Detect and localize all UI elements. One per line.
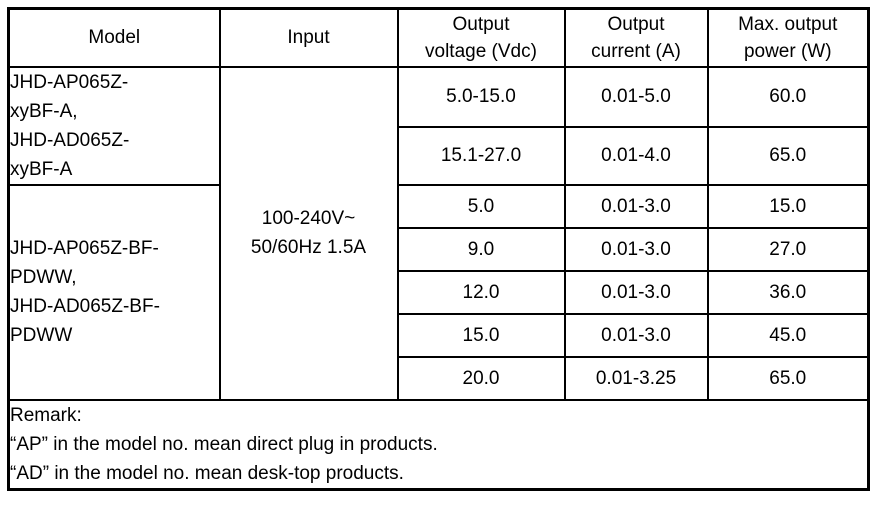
output-current-cell: 0.01-5.0 bbox=[563, 65, 709, 128]
max-power-cell: 60.0 bbox=[706, 65, 870, 128]
output-voltage-cell: 15.1-27.0 bbox=[396, 125, 566, 186]
max-power-cell: 65.0 bbox=[706, 125, 870, 186]
table-row: JHD-AP065Z-BF- PDWW, JHD-AD065Z-BF- PDWW… bbox=[7, 183, 870, 401]
remark-cell: Remark: “AP” in the model no. mean direc… bbox=[7, 398, 870, 490]
remark-line-ap: “AP” in the model no. mean direct plug i… bbox=[10, 433, 438, 455]
output-current-cell: 0.01-3.0 bbox=[563, 312, 709, 358]
output-voltage-cell: 12.0 bbox=[396, 269, 566, 315]
col-header-model: Model bbox=[7, 7, 221, 68]
output-current-cell: 0.01-3.25 bbox=[563, 355, 709, 401]
col-header-output-voltage: Output voltage (Vdc) bbox=[396, 7, 566, 68]
max-power-cell: 36.0 bbox=[706, 269, 870, 315]
max-power-cell: 45.0 bbox=[706, 312, 870, 358]
output-current-cell: 0.01-3.0 bbox=[563, 269, 709, 315]
max-power-cell: 15.0 bbox=[706, 183, 870, 229]
table-row: JHD-AP065Z- xyBF-A, JHD-AD065Z- xyBF-A 1… bbox=[7, 65, 870, 401]
table-row: 15.1-27.0 0.01-4.0 65.0 bbox=[9, 125, 870, 186]
table-row: 20.0 0.01-3.25 65.0 bbox=[9, 355, 870, 401]
remark-title: Remark: bbox=[10, 404, 82, 426]
max-power-cell: 27.0 bbox=[706, 226, 870, 272]
table-row: 9.0 0.01-3.0 27.0 bbox=[9, 226, 870, 272]
max-power-cell: 65.0 bbox=[706, 355, 870, 401]
output-current-cell: 0.01-3.0 bbox=[563, 183, 709, 229]
output-voltage-cell: 9.0 bbox=[396, 226, 566, 272]
output-current-cell: 0.01-4.0 bbox=[563, 125, 709, 186]
output-current-cell: 0.01-3.0 bbox=[563, 226, 709, 272]
output-voltage-cell: 5.0-15.0 bbox=[396, 65, 566, 128]
remark-row: Remark: “AP” in the model no. mean direc… bbox=[7, 398, 870, 490]
input-value-cell: 100-240V~ 50/60Hz 1.5A bbox=[218, 65, 399, 401]
power-spec-table: Model Input Output voltage (Vdc) Output … bbox=[7, 7, 870, 491]
model-group-2-cell: JHD-AP065Z-BF- PDWW, JHD-AD065Z-BF- PDWW bbox=[7, 183, 221, 401]
table-row: 15.0 0.01-3.0 45.0 bbox=[9, 312, 870, 358]
col-header-max-output-power: Max. output power (W) bbox=[706, 7, 870, 68]
output-voltage-cell: 15.0 bbox=[396, 312, 566, 358]
output-voltage-cell: 20.0 bbox=[396, 355, 566, 401]
table-row: 12.0 0.01-3.0 36.0 bbox=[9, 269, 870, 315]
remark-line-ad: “AD” in the model no. mean desk-top prod… bbox=[10, 462, 404, 484]
output-voltage-cell: 5.0 bbox=[396, 183, 566, 229]
model-group-1-cell: JHD-AP065Z- xyBF-A, JHD-AD065Z- xyBF-A bbox=[7, 65, 221, 186]
col-header-input: Input bbox=[218, 7, 399, 68]
col-header-output-current: Output current (A) bbox=[563, 7, 709, 68]
header-row: Model Input Output voltage (Vdc) Output … bbox=[7, 7, 870, 68]
